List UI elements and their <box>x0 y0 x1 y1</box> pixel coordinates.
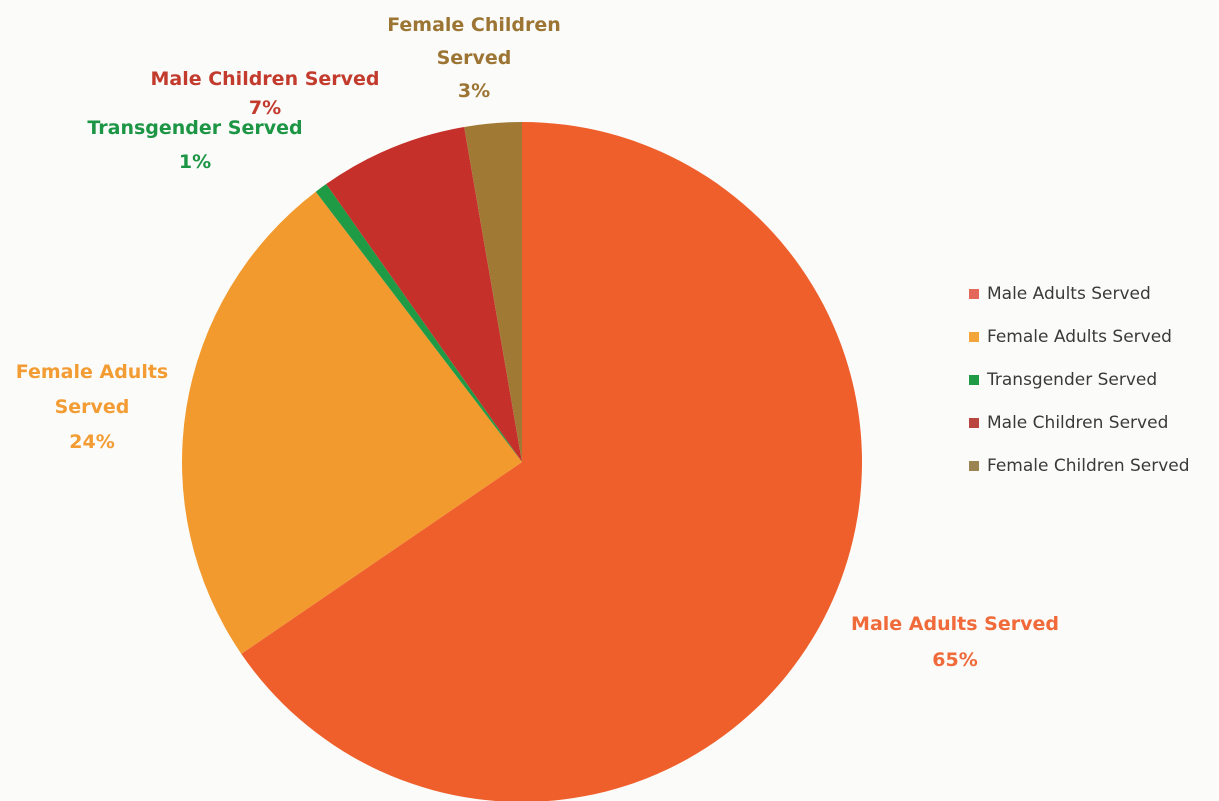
legend-item-transgender: Transgender Served <box>969 369 1190 390</box>
slice-female-adults <box>182 191 522 654</box>
data-label-female-adults-name-2: Served <box>55 396 130 418</box>
legend-swatch <box>969 331 979 342</box>
data-label-female-children-percent: 3% <box>458 80 490 102</box>
slice-male-adults <box>241 122 862 801</box>
slice-male-children <box>326 126 522 463</box>
legend-label: Transgender Served <box>987 369 1158 390</box>
legend-item-male-adults: Male Adults Served <box>969 283 1190 304</box>
legend-label: Male Children Served <box>987 412 1169 433</box>
legend-swatch <box>969 288 979 299</box>
pie-slices <box>182 122 862 801</box>
legend-item-female-children: Female Children Served <box>969 455 1190 476</box>
data-label-female-children-name-2: Served <box>437 47 512 69</box>
chart-legend: Male Adults Served Female Adults Served … <box>969 283 1190 498</box>
legend-item-female-adults: Female Adults Served <box>969 326 1190 347</box>
legend-swatch <box>969 374 979 385</box>
data-label-male-adults-name: Male Adults Served <box>851 613 1059 635</box>
legend-label: Male Adults Served <box>987 283 1151 304</box>
legend-label: Female Children Served <box>987 455 1190 476</box>
legend-item-male-children: Male Children Served <box>969 412 1190 433</box>
data-label-male-children-percent: 7% <box>249 97 281 119</box>
data-label-male-adults-percent: 65% <box>932 649 977 671</box>
legend-label: Female Adults Served <box>987 326 1172 347</box>
data-label-female-adults-percent: 24% <box>69 431 114 453</box>
data-label-transgender-name: Transgender Served <box>87 117 302 139</box>
slice-transgender <box>315 184 522 462</box>
data-label-female-children-name-1: Female Children <box>387 14 561 36</box>
slice-female-children <box>464 122 522 462</box>
legend-swatch <box>969 460 979 471</box>
data-label-female-adults-name-1: Female Adults <box>16 361 168 383</box>
data-label-male-children-name: Male Children Served <box>150 68 379 90</box>
legend-swatch <box>969 417 979 428</box>
data-label-transgender-percent: 1% <box>179 151 211 173</box>
